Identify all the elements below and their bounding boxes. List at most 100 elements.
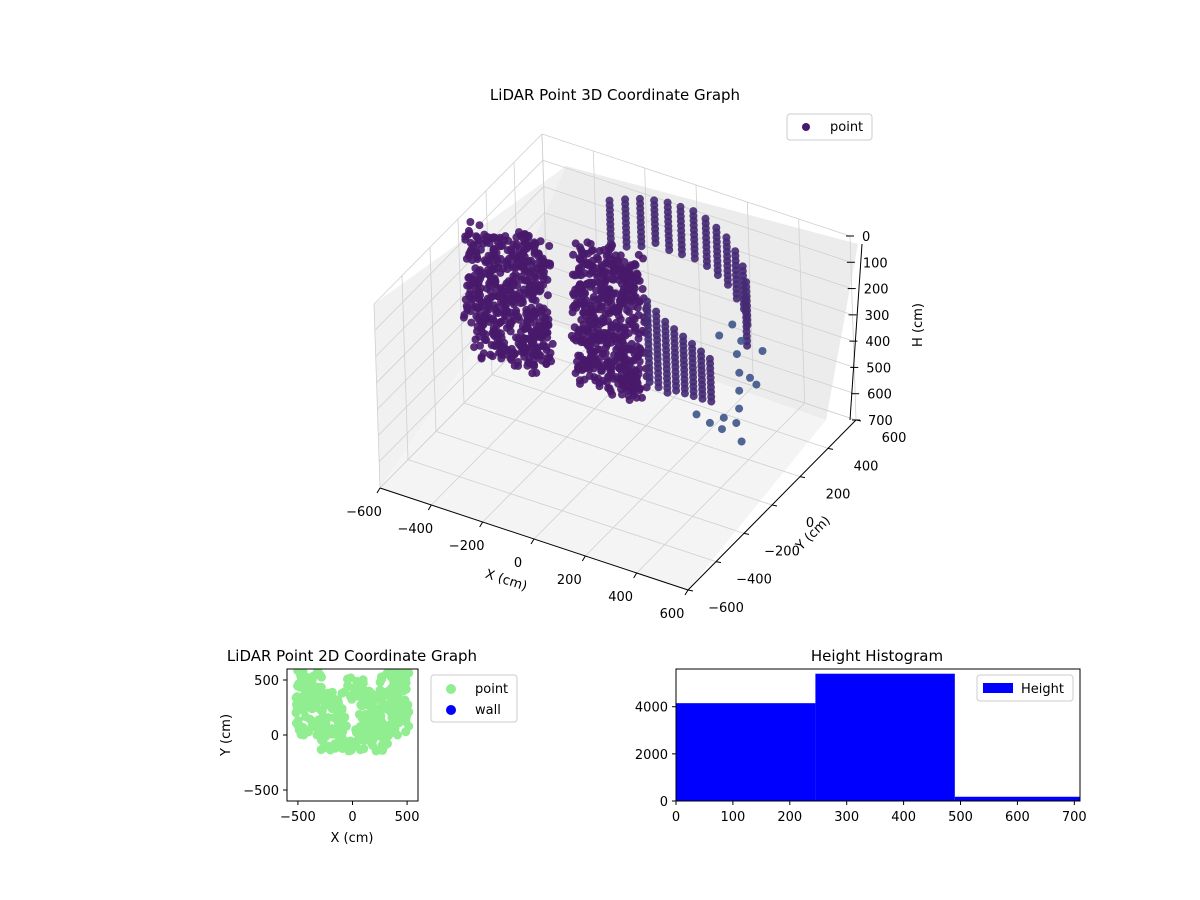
z-axis-line [849, 243, 863, 421]
point-3d [679, 332, 688, 341]
point-3d [488, 352, 497, 361]
x-tick-label-hist: 400 [891, 810, 916, 825]
point-3d [638, 285, 647, 293]
chart-hist-frame [675, 668, 1081, 802]
point-3d [584, 363, 593, 372]
chart-2d: LiDAR Point 2D Coordinate Graph −500−500… [219, 647, 518, 846]
point-2d [322, 698, 332, 708]
y-tick-label: −400 [736, 573, 772, 588]
point-3d [533, 347, 542, 356]
point-3d [692, 410, 701, 419]
point-3d [534, 249, 543, 258]
point-2d [358, 678, 368, 688]
point-3d [497, 329, 505, 338]
point-3d [535, 303, 544, 312]
point-3d [473, 240, 482, 249]
point-3d [576, 280, 585, 289]
point-2d [367, 704, 377, 713]
point-3d [630, 260, 639, 268]
point-3d [594, 325, 602, 334]
point-3d [604, 250, 613, 259]
point-3d [506, 327, 515, 336]
x-tick-label-2d: 500 [395, 810, 420, 825]
point-3d [605, 196, 614, 205]
point-3d [509, 263, 518, 272]
grid-line [746, 201, 754, 387]
point-3d [661, 317, 670, 326]
x-tick-label-hist: 0 [672, 810, 680, 825]
point-3d [480, 269, 489, 278]
point-3d [602, 275, 611, 284]
point-3d [742, 278, 751, 287]
y-tick-label: 400 [854, 459, 879, 474]
point-3d [670, 325, 679, 334]
point-2d [377, 697, 387, 707]
chart-2d-title: LiDAR Point 2D Coordinate Graph [227, 647, 477, 665]
point-2d [327, 742, 337, 752]
y-tick-label-hist: 0 [660, 795, 668, 810]
point-3d [626, 370, 635, 379]
grid-line [491, 374, 801, 478]
point-3d [602, 259, 611, 268]
point-3d [535, 327, 544, 336]
point-3d [520, 252, 529, 261]
x-tick-mark [530, 538, 535, 545]
x-tick-mark [684, 589, 689, 596]
point-3d [604, 269, 613, 278]
point-3d [712, 223, 721, 232]
point-3d [746, 373, 754, 382]
point-3d [632, 393, 641, 402]
point-2d [379, 735, 389, 745]
point-3d [519, 347, 528, 356]
point-3d [572, 298, 581, 307]
chart-hist-title: Height Histogram [811, 647, 943, 665]
point-3d [604, 373, 613, 382]
point-2d [332, 712, 342, 722]
x-tick-mark [376, 487, 381, 494]
point-3d [479, 328, 488, 337]
grid-line [544, 212, 853, 316]
x-tick-mark [581, 555, 586, 562]
point-3d [519, 234, 528, 243]
point-2d [343, 682, 353, 692]
y-tick-mark [687, 589, 694, 592]
point-2d [311, 699, 321, 709]
point-3d [621, 325, 629, 334]
point-3d [543, 291, 552, 300]
point-3d [548, 339, 557, 348]
point-3d [577, 245, 586, 254]
point-3d [582, 279, 591, 288]
point-3d [583, 238, 592, 247]
point-2d [336, 741, 346, 751]
point-3d [486, 293, 495, 302]
point-3d [613, 304, 622, 313]
grid-line [798, 218, 806, 404]
z-tick-label: 600 [867, 388, 892, 403]
point-3d [510, 361, 519, 370]
point-3d [539, 340, 548, 349]
point-3d [599, 361, 608, 370]
point-3d [735, 404, 744, 413]
chart-3d: LiDAR Point 3D Coordinate Graph −600 −400… [346, 86, 926, 622]
point-3d [618, 380, 627, 389]
point-3d [607, 360, 616, 369]
point-3d [737, 437, 746, 446]
point-3d [543, 275, 552, 284]
point-3d [475, 221, 484, 230]
point-3d [475, 311, 484, 320]
point-3d [593, 253, 601, 262]
point-3d [496, 268, 505, 277]
legend-2d-point-marker [446, 684, 456, 694]
histogram-bars [676, 673, 1080, 801]
x-tick-label-hist: 100 [720, 810, 745, 825]
point-2d [321, 713, 331, 723]
chart-3d-title: LiDAR Point 3D Coordinate Graph [490, 86, 740, 104]
grid-line [463, 402, 773, 506]
point-3d [507, 318, 516, 327]
x-tick-label-hist: 300 [834, 810, 859, 825]
point-3d [567, 331, 576, 340]
point-3d [525, 242, 534, 250]
point-2d [293, 720, 303, 730]
point-3d [525, 353, 534, 362]
